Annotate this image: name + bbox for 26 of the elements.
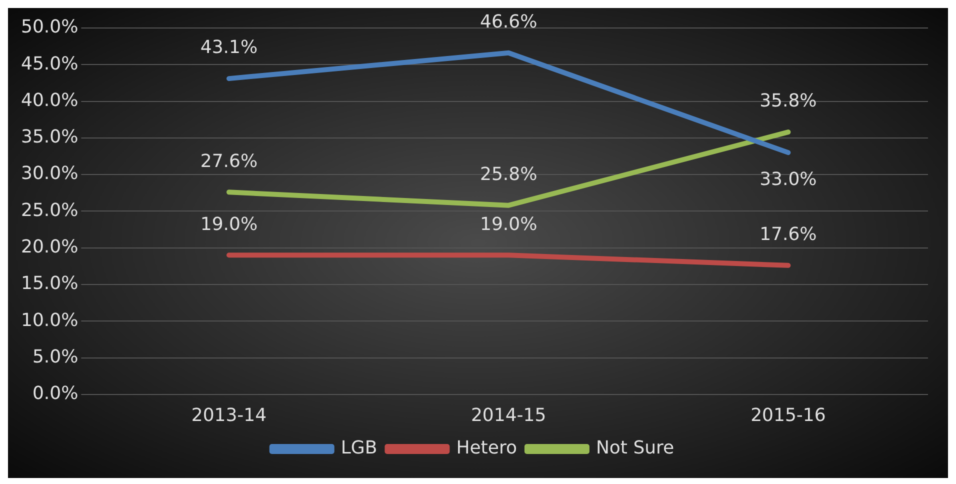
legend-label: Hetero [456,438,517,459]
y-tick-label: 15.0% [20,273,78,294]
data-label: 19.0% [200,214,258,235]
data-label: 17.6% [760,224,817,246]
data-label: 46.6% [480,12,538,33]
y-tick-label: 35.0% [20,126,78,148]
data-label: 27.6% [200,150,258,172]
x-tick-label: 2015-16 [750,404,826,426]
y-tick-label: 45.0% [20,53,78,74]
y-tick-label: 20.0% [20,236,78,258]
y-tick-label: 0.0% [32,383,78,404]
x-tick-label: 2014-15 [470,404,546,426]
y-tick-label: 5.0% [32,346,78,368]
y-tick-label: 25.0% [20,200,78,221]
y-tick-label: 10.0% [20,310,78,331]
y-tick-label: 30.0% [20,163,78,184]
data-label: 19.0% [480,214,538,235]
x-tick-label: 2013-14 [191,404,267,426]
y-tick-label: 40.0% [20,90,78,111]
legend-label: Not Sure [596,438,674,459]
data-label: 25.8% [480,164,538,186]
data-label: 35.8% [760,90,817,112]
data-label: 43.1% [200,37,258,58]
y-tick-label: 50.0% [20,16,78,38]
data-label: 33.0% [760,169,817,190]
legend-label: LGB [340,438,378,459]
